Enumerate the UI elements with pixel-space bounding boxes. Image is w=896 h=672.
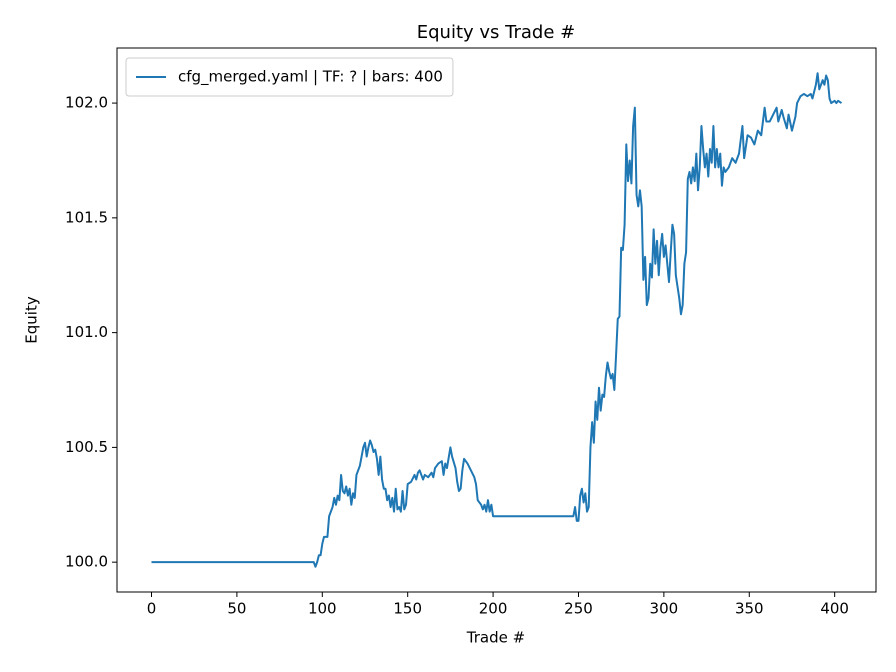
- legend-label: cfg_merged.yaml | TF: ? | bars: 400: [178, 68, 443, 87]
- y-tick-label: 102.0: [65, 94, 108, 112]
- x-tick-label: 150: [393, 600, 422, 618]
- x-tick-label: 200: [479, 600, 508, 618]
- x-axis-label: Trade #: [466, 629, 525, 647]
- y-tick-label: 101.0: [65, 323, 108, 341]
- x-tick-label: 350: [735, 600, 764, 618]
- y-tick-label: 101.5: [65, 208, 108, 226]
- chart-title: Equity vs Trade #: [417, 22, 575, 43]
- x-tick-label: 400: [820, 600, 849, 618]
- x-tick-label: 300: [650, 600, 679, 618]
- legend-box: [125, 57, 454, 97]
- x-tick-label: 100: [308, 600, 337, 618]
- line-series: [151, 72, 843, 568]
- x-tick-label: 50: [227, 600, 246, 618]
- y-tick-label: 100.5: [65, 438, 108, 456]
- y-tick-label: 100.0: [65, 553, 108, 571]
- x-tick-label: 0: [147, 600, 157, 618]
- plot-frame: [116, 47, 877, 593]
- x-tick-label: 250: [564, 600, 593, 618]
- y-axis-label: Equity: [23, 296, 41, 344]
